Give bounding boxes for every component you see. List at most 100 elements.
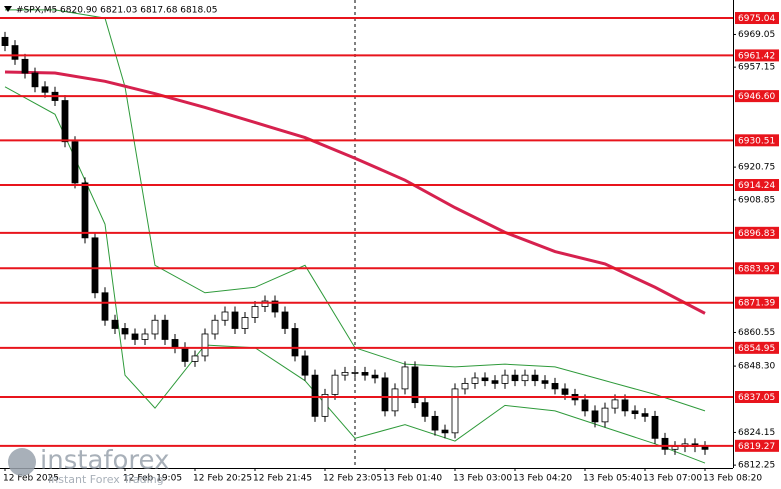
candle-body (521, 374, 529, 382)
candle-body (201, 333, 209, 357)
candle-body (611, 399, 619, 409)
candle-body (451, 388, 459, 434)
level-label: 6854.95 (738, 344, 775, 354)
candle-body (621, 399, 629, 412)
level-label-box (735, 296, 779, 309)
candle-body (71, 141, 79, 184)
y-tick-label: 6908.85 (738, 195, 775, 205)
watermark-logo (8, 448, 36, 476)
y-tick-label: 6969.05 (738, 30, 775, 40)
x-tick-label: 13 Feb 07:00 (643, 474, 702, 484)
candle-body (141, 333, 149, 340)
candle-body (491, 380, 499, 384)
level-label-box (735, 90, 779, 103)
x-tick-label: 12 Feb 2025 (3, 474, 59, 484)
candle-body (591, 410, 599, 423)
y-tick-label: 6824.15 (738, 428, 775, 438)
watermark: instaforex Instant Forex Trading (8, 446, 169, 486)
candle-body (401, 366, 409, 390)
level-label-box (735, 134, 779, 147)
y-tick-label: 6848.30 (738, 362, 775, 372)
candle-body (301, 355, 309, 376)
candle-body (501, 374, 509, 384)
candle-body (541, 380, 549, 384)
candle-body (181, 347, 189, 362)
candle-body (551, 383, 559, 390)
candle-body (341, 372, 349, 376)
candle-body (511, 374, 519, 382)
candle-body (291, 328, 299, 357)
watermark-text: instaforex (40, 446, 169, 476)
candle-body (121, 328, 129, 335)
candle-body (651, 415, 659, 439)
candle-body (271, 300, 279, 313)
x-tick-label: 13 Feb 01:40 (383, 474, 442, 484)
candle-body (61, 100, 69, 143)
candle-body (411, 366, 419, 404)
candle-body (161, 319, 169, 340)
level-label: 6946.60 (738, 92, 775, 102)
candle-body (371, 374, 379, 379)
watermark-subtext: Instant Forex Trading (48, 473, 164, 486)
x-tick-label: 12 Feb 20:25 (193, 474, 252, 484)
candle-body (41, 86, 49, 93)
indicator-line (5, 9, 706, 412)
level-label-box (735, 391, 779, 404)
candle-body (531, 374, 539, 382)
candle-body (151, 319, 159, 335)
candle-body (331, 374, 339, 395)
y-tick-label: 6920.75 (738, 163, 775, 173)
indicator-line (4, 70, 706, 315)
candle-body (1, 36, 9, 46)
candle-body (21, 58, 29, 74)
candle-body (311, 374, 319, 417)
level-label: 6914.24 (738, 181, 775, 191)
chart-title: #SPX,M5 6820.90 6821.03 6817.68 6818.05 (16, 6, 218, 16)
candle-body (631, 410, 639, 415)
candle-body (701, 446, 709, 450)
x-tick-label: 12 Feb 23:05 (323, 474, 382, 484)
level-label-box (735, 341, 779, 354)
candle-body (641, 413, 649, 417)
level-label-box (735, 12, 779, 25)
candle-body (241, 317, 249, 329)
candle-body (261, 300, 269, 307)
candle-body (101, 292, 109, 321)
candle-body (421, 402, 429, 417)
candle-body (481, 377, 489, 382)
level-label-box (735, 262, 779, 275)
level-label: 6819.27 (738, 442, 775, 452)
candle-body (471, 377, 479, 384)
candle-body (581, 399, 589, 412)
candle-body (461, 383, 469, 390)
candle-body (671, 446, 679, 450)
plot-area (0, 9, 733, 464)
level-label: 6871.39 (738, 299, 775, 309)
candle-body (281, 311, 289, 329)
x-tick-label: 12 Feb 21:45 (253, 474, 312, 484)
x-tick-label: 13 Feb 08:20 (703, 474, 762, 484)
y-tick-label: 6860.55 (738, 328, 775, 338)
candle-body (321, 393, 329, 417)
level-label-box (735, 49, 779, 62)
candle-body (111, 319, 119, 329)
candle-body (381, 377, 389, 412)
candle-body (191, 355, 199, 362)
candle-body (211, 319, 219, 335)
level-label: 6837.05 (738, 393, 775, 403)
symbol-icon (4, 6, 12, 12)
x-tick-label: 13 Feb 04:20 (513, 474, 572, 484)
candle-body (91, 237, 99, 294)
candle-body (81, 182, 89, 239)
candle-body (431, 415, 439, 431)
x-tick-label: 12 Feb 19:05 (123, 474, 182, 484)
level-label-box (735, 226, 779, 239)
level-label: 6961.42 (738, 51, 775, 61)
level-label: 6975.04 (738, 14, 775, 24)
candle-body (441, 429, 449, 434)
level-label: 6883.92 (738, 264, 775, 274)
level-label-box (735, 179, 779, 192)
